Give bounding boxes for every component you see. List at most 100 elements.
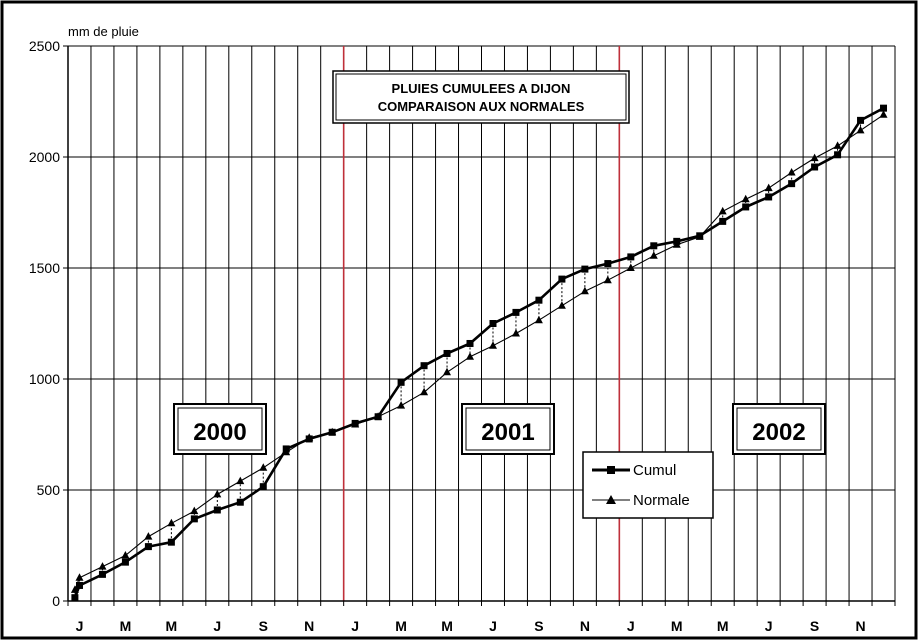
data-point-normale bbox=[534, 315, 543, 324]
data-point-normale bbox=[443, 367, 451, 376]
legend-label-cumul: Cumul bbox=[633, 462, 676, 479]
x-tick-label: N bbox=[304, 618, 314, 634]
data-point-cumul bbox=[489, 320, 497, 327]
data-point-normale bbox=[374, 412, 383, 420]
data-point-normale bbox=[75, 573, 84, 581]
data-point-normale bbox=[420, 387, 429, 396]
data-point-cumul bbox=[443, 349, 451, 357]
data-point-normale bbox=[213, 489, 222, 498]
data-point-cumul bbox=[558, 275, 566, 283]
legend-item-cumul: Cumul bbox=[592, 462, 676, 479]
data-point-normale bbox=[259, 463, 268, 471]
data-point-cumul bbox=[75, 581, 83, 589]
chart-title-box: PLUIES CUMULEES A DIJON COMPARAISON AUX … bbox=[332, 70, 630, 124]
x-tick-label: J bbox=[351, 618, 359, 634]
x-tick-label: J bbox=[627, 618, 635, 634]
data-point-cumul bbox=[742, 203, 750, 211]
data-point-cumul bbox=[98, 570, 106, 578]
data-point-normale bbox=[397, 401, 406, 409]
x-tick-label: J bbox=[765, 618, 773, 634]
year-box-2002: 2002 bbox=[732, 403, 826, 455]
data-point-normale bbox=[328, 427, 337, 436]
x-tick-label: J bbox=[213, 618, 221, 634]
data-point-normale bbox=[833, 141, 842, 149]
data-point-cumul bbox=[650, 242, 658, 250]
axes bbox=[63, 45, 896, 606]
x-tick-label: M bbox=[166, 618, 178, 634]
x-tick-label: M bbox=[395, 618, 407, 634]
chart-title-line-1: PLUIES CUMULEES A DIJON bbox=[392, 81, 571, 96]
data-point-normale bbox=[580, 286, 589, 295]
data-point-normale bbox=[626, 263, 635, 271]
data-point-normale bbox=[810, 153, 819, 162]
data-point-cumul bbox=[190, 515, 198, 523]
markers bbox=[70, 104, 888, 602]
labels: 0 500 1000 1500 2000 2500 J M M J S N J M M J S N J M M J S N bbox=[29, 38, 866, 634]
data-point-cumul bbox=[167, 538, 175, 546]
x-tick-label: J bbox=[489, 618, 497, 634]
x-tick-label: S bbox=[810, 618, 819, 634]
x-tick-label: N bbox=[580, 618, 590, 634]
data-point-cumul bbox=[213, 506, 221, 514]
x-tick-label: S bbox=[534, 618, 543, 634]
y-tick-label: 2500 bbox=[29, 38, 60, 54]
x-tick-label: J bbox=[76, 618, 84, 634]
data-point-normale bbox=[856, 125, 865, 134]
data-point-normale bbox=[718, 206, 727, 215]
x-tick-label: M bbox=[671, 618, 683, 634]
data-point-normale bbox=[879, 110, 888, 118]
data-point-cumul bbox=[834, 151, 842, 159]
x-tick-label: N bbox=[855, 618, 865, 634]
data-point-cumul bbox=[719, 217, 727, 225]
data-point-cumul bbox=[880, 104, 888, 112]
y-axis-label: mm de pluie bbox=[68, 24, 139, 39]
legend-item-normale: Normale bbox=[592, 492, 690, 509]
data-point-normale bbox=[121, 551, 130, 559]
legend-label-normale: Normale bbox=[633, 492, 690, 509]
data-point-normale bbox=[787, 168, 796, 176]
data-point-normale bbox=[489, 341, 497, 349]
data-point-cumul bbox=[857, 116, 865, 124]
year-box-2000: 2000 bbox=[173, 403, 267, 455]
data-point-cumul bbox=[236, 498, 244, 506]
data-point-normale bbox=[603, 275, 612, 284]
year-label-2001: 2001 bbox=[481, 419, 534, 446]
data-point-cumul bbox=[604, 260, 612, 268]
data-point-cumul bbox=[259, 483, 267, 491]
data-point-cumul bbox=[581, 265, 589, 273]
data-point-normale bbox=[351, 420, 360, 428]
data-point-normale bbox=[190, 506, 199, 515]
year-box-2001: 2001 bbox=[461, 403, 555, 455]
x-tick-label: S bbox=[259, 618, 268, 634]
data-point-cumul bbox=[144, 543, 152, 551]
data-point-cumul bbox=[466, 339, 474, 347]
data-point-cumul bbox=[535, 296, 543, 304]
y-tick-label: 1500 bbox=[29, 260, 60, 276]
data-point-normale bbox=[512, 329, 520, 337]
data-point-normale bbox=[764, 183, 773, 192]
chart-title-line-2: COMPARAISON AUX NORMALES bbox=[378, 99, 585, 114]
year-label-2002: 2002 bbox=[752, 419, 805, 446]
legend-triangle-marker bbox=[606, 495, 616, 504]
data-point-normale bbox=[282, 447, 291, 456]
legend-square-marker bbox=[607, 466, 615, 474]
data-point-cumul bbox=[788, 180, 796, 188]
y-tick-label: 1000 bbox=[29, 371, 60, 387]
data-point-cumul bbox=[420, 362, 428, 370]
data-point-normale bbox=[741, 194, 750, 203]
data-point-cumul bbox=[811, 163, 819, 171]
year-label-2000: 2000 bbox=[193, 419, 246, 446]
data-point-normale bbox=[236, 476, 245, 485]
data-point-normale bbox=[466, 352, 474, 360]
data-point-normale bbox=[167, 518, 176, 527]
y-tick-label: 0 bbox=[52, 593, 60, 609]
x-tick-label: M bbox=[120, 618, 132, 634]
data-point-cumul bbox=[397, 378, 405, 386]
x-tick-label: M bbox=[441, 618, 453, 634]
data-point-cumul bbox=[71, 594, 79, 602]
data-point-normale bbox=[305, 433, 314, 441]
data-point-cumul bbox=[121, 558, 129, 566]
y-tick-label: 2000 bbox=[29, 149, 60, 165]
